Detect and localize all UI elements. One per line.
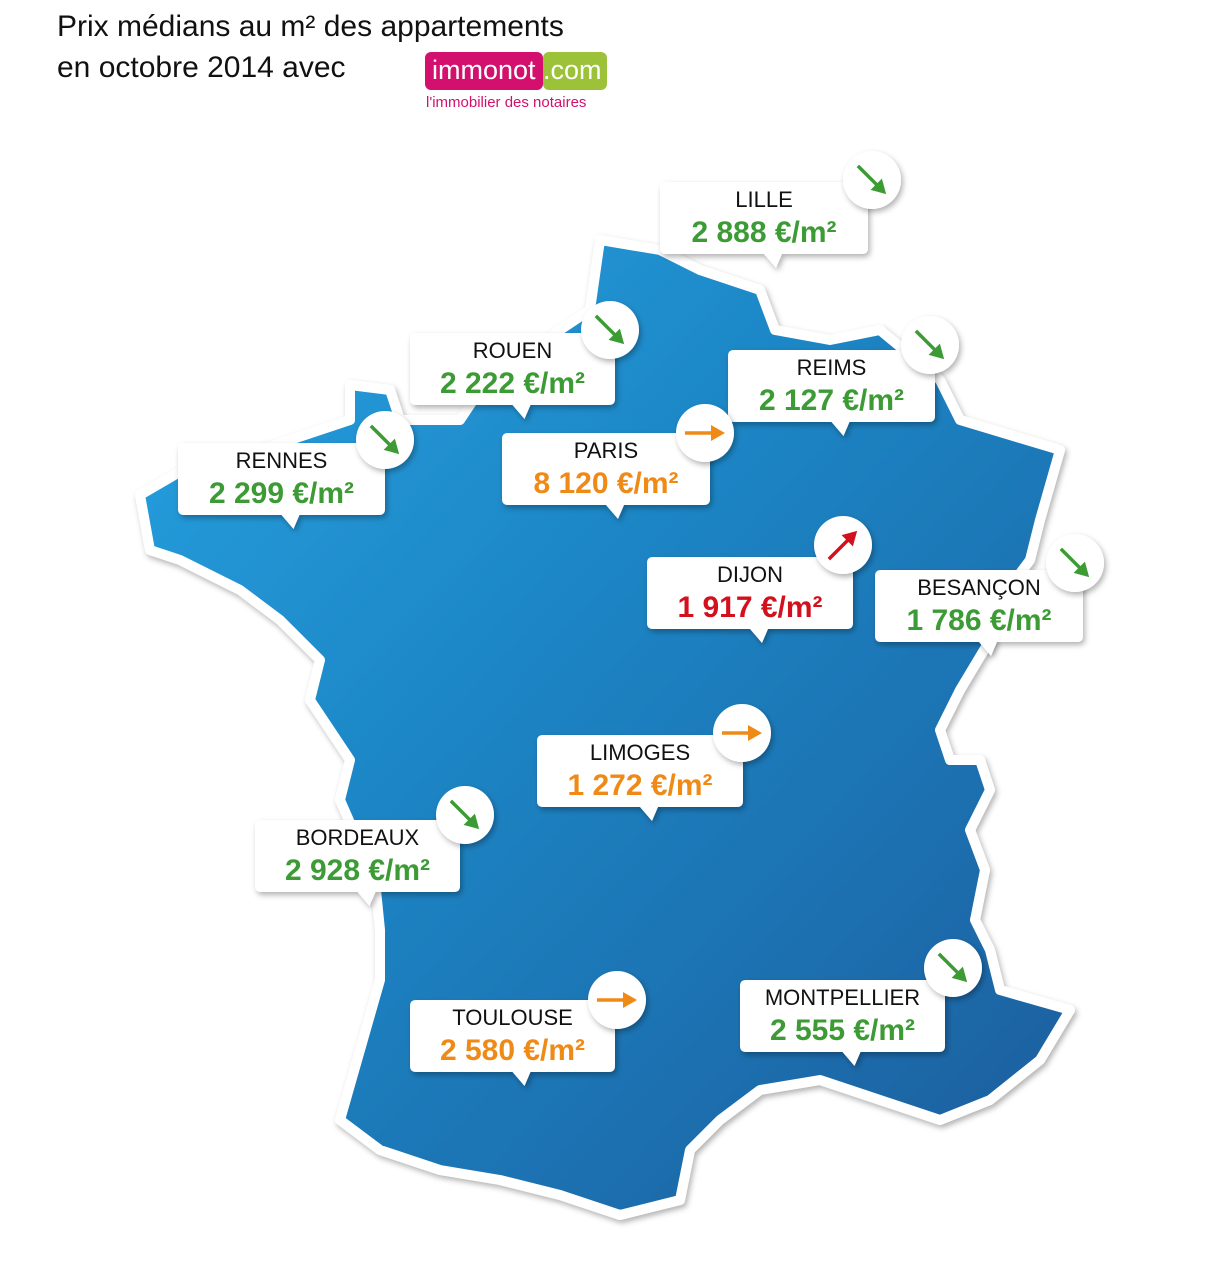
city-name: MONTPELLIER xyxy=(765,985,920,1010)
city-label: BESANÇON 1 786 €/m² xyxy=(875,534,1104,656)
arrow-shaft xyxy=(449,799,474,824)
logo-main: immonot xyxy=(432,55,536,85)
city-price: 8 120 €/m² xyxy=(533,467,678,500)
trend-arrow xyxy=(1046,534,1104,592)
arrow-head xyxy=(608,328,625,345)
city-price: 2 222 €/m² xyxy=(440,367,585,400)
arrow-shape xyxy=(685,425,725,441)
city-name: REIMS xyxy=(797,355,867,380)
title-line: en octobre 2014 avec xyxy=(57,51,346,84)
trend-arrow xyxy=(676,404,734,462)
arrow-shaft xyxy=(914,329,939,354)
arrow-head xyxy=(383,438,400,455)
arrow-head xyxy=(463,813,480,830)
arrow-head xyxy=(1073,561,1090,578)
arrow-shape xyxy=(914,329,945,360)
city-price: 2 928 €/m² xyxy=(285,854,430,887)
callout xyxy=(255,820,460,906)
trend-arrow xyxy=(924,939,982,997)
arrow-shaft xyxy=(1059,547,1084,572)
city-label: PARIS 8 120 €/m² xyxy=(502,404,734,519)
callout xyxy=(178,443,385,529)
callout xyxy=(660,182,868,268)
city-price: 2 580 €/m² xyxy=(440,1034,585,1067)
city-name: TOULOUSE xyxy=(452,1005,573,1030)
city-label: ROUEN 2 222 €/m² xyxy=(410,301,639,419)
logo-main-bg xyxy=(425,52,543,90)
city-name: RENNES xyxy=(236,448,328,473)
trend-arrow xyxy=(581,301,639,359)
arrow-head xyxy=(928,343,945,360)
callout xyxy=(410,1000,615,1086)
arrow-head xyxy=(623,992,637,1008)
city-name: LILLE xyxy=(735,187,793,212)
arrow-shape xyxy=(449,799,480,830)
city-price: 1 786 €/m² xyxy=(906,604,1051,637)
city-name: DIJON xyxy=(717,562,783,587)
callout xyxy=(410,333,615,419)
arrow-shape xyxy=(369,424,400,455)
arrow-head xyxy=(841,530,858,547)
arrow-shape xyxy=(597,992,637,1008)
city-price: 2 888 €/m² xyxy=(691,216,836,249)
city-price: 2 555 €/m² xyxy=(770,1014,915,1047)
arrow-shaft xyxy=(827,536,852,561)
callout xyxy=(502,433,710,519)
arrow-shaft xyxy=(937,952,962,977)
arrow-shape xyxy=(722,725,762,741)
callout xyxy=(728,350,935,436)
city-label: LIMOGES 1 272 €/m² xyxy=(537,704,771,821)
callout xyxy=(875,570,1083,656)
labels: LILLE 2 888 €/m² ROUEN 2 222 €/m² REIMS 2 127… xyxy=(178,151,1104,1086)
city-price: 2 299 €/m² xyxy=(209,477,354,510)
trend-arrow xyxy=(588,971,646,1029)
callout xyxy=(740,980,945,1066)
trend-arrow xyxy=(901,316,959,374)
logo-suffix: .com xyxy=(543,55,602,85)
arrow-shape xyxy=(1059,547,1090,578)
city-label: MONTPELLIER 2 555 €/m² xyxy=(740,939,982,1066)
arrow-head xyxy=(951,966,968,983)
arrow-shape xyxy=(827,530,858,561)
city-name: PARIS xyxy=(574,438,638,463)
trend-arrow xyxy=(843,151,901,209)
trend-arrow xyxy=(436,786,494,844)
trend-arrow xyxy=(356,411,414,469)
callout xyxy=(537,735,743,821)
city-label: RENNES 2 299 €/m² xyxy=(178,411,414,529)
arrow-head xyxy=(711,425,725,441)
arrow-shaft xyxy=(856,164,881,189)
city-name: ROUEN xyxy=(473,338,552,363)
logo-tagline: l'immobilier des notaires xyxy=(426,94,586,111)
city-price: 1 272 €/m² xyxy=(567,769,712,802)
arrow-shaft xyxy=(594,314,619,339)
city-name: BORDEAUX xyxy=(296,825,420,850)
arrow-shape xyxy=(937,952,968,983)
logo-suffix-bg xyxy=(543,52,607,90)
city-label: LILLE 2 888 €/m² xyxy=(660,151,901,268)
trend-arrow xyxy=(713,704,771,762)
city-name: LIMOGES xyxy=(590,740,690,765)
arrow-head xyxy=(870,178,887,195)
title-line: Prix médians au m² des appartements xyxy=(57,10,564,43)
trend-arrow xyxy=(814,516,872,574)
city-price: 2 127 €/m² xyxy=(759,384,904,417)
city-name: BESANÇON xyxy=(917,575,1040,600)
city-label: BORDEAUX 2 928 €/m² xyxy=(255,786,494,906)
arrow-shape xyxy=(856,164,887,195)
callout xyxy=(647,557,853,643)
arrow-shaft xyxy=(369,424,394,449)
city-label: DIJON 1 917 €/m² xyxy=(647,516,872,643)
city-price: 1 917 €/m² xyxy=(677,591,822,624)
arrow-head xyxy=(748,725,762,741)
arrow-shape xyxy=(594,314,625,345)
city-label: REIMS 2 127 €/m² xyxy=(728,316,959,436)
city-label: TOULOUSE 2 580 €/m² xyxy=(410,971,646,1086)
